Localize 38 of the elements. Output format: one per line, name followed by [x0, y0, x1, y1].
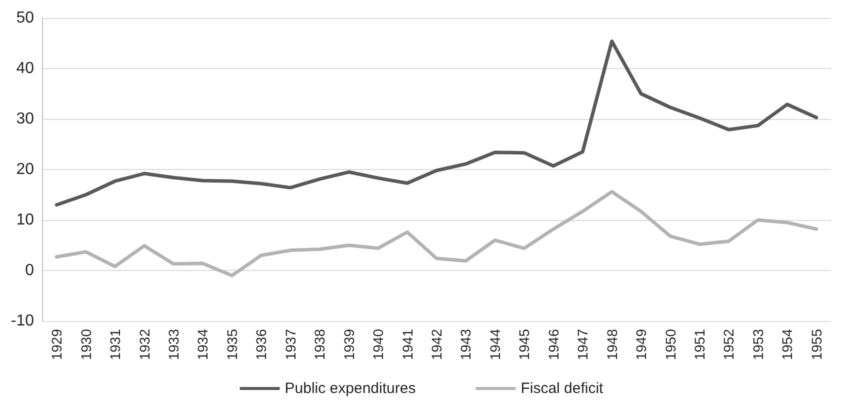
- y-tick-label: 50: [16, 10, 34, 26]
- legend-label: Fiscal deficit: [520, 380, 604, 397]
- x-tick-label: 1943: [458, 328, 474, 360]
- y-tick-label: 30: [16, 110, 34, 128]
- y-tick-label: 10: [16, 212, 34, 228]
- x-tick-label: 1947: [574, 328, 591, 360]
- x-tick-label: 1955: [808, 328, 824, 360]
- x-tick-label: 1950: [662, 328, 678, 360]
- x-tick-label: 1937: [282, 328, 298, 360]
- x-tick-label: 1930: [78, 328, 94, 360]
- x-tick-label: 1933: [166, 328, 182, 360]
- x-tick-label: 1938: [312, 328, 328, 360]
- x-tick-label: 1944: [486, 328, 503, 360]
- x-tick-label: 1929: [48, 328, 65, 360]
- x-tick-label: 1946: [545, 328, 562, 360]
- legend-label: Public expenditures: [284, 380, 416, 397]
- y-tick-label: 40: [16, 60, 34, 77]
- line-series: [54, 39, 818, 207]
- x-tick-label: 1931: [107, 328, 124, 360]
- x-tick-label: 1932: [136, 328, 152, 360]
- x-tick-label: 1934: [194, 328, 211, 360]
- x-tick-label: 1951: [692, 328, 708, 360]
- x-tick-label: 1942: [428, 328, 444, 360]
- x-tick-label: 1940: [370, 328, 386, 360]
- y-tick-label: 20: [16, 161, 34, 178]
- x-tick-label: 1941: [399, 328, 416, 360]
- x-tick-label: 1939: [340, 328, 357, 360]
- x-tick-label: 1945: [516, 328, 532, 360]
- line-series: [54, 190, 818, 278]
- x-tick-label: 1948: [604, 328, 620, 360]
- x-tick-label: 1949: [633, 328, 650, 360]
- y-tick-label: -10: [10, 312, 34, 330]
- y-tick-label: 0: [25, 262, 34, 279]
- x-tick-label: 1954: [779, 328, 796, 360]
- x-tick-label: 1953: [750, 328, 766, 360]
- x-tick-label: 1935: [224, 328, 240, 360]
- x-tick-label: 1952: [720, 328, 737, 360]
- x-tick-label: 1936: [253, 328, 270, 360]
